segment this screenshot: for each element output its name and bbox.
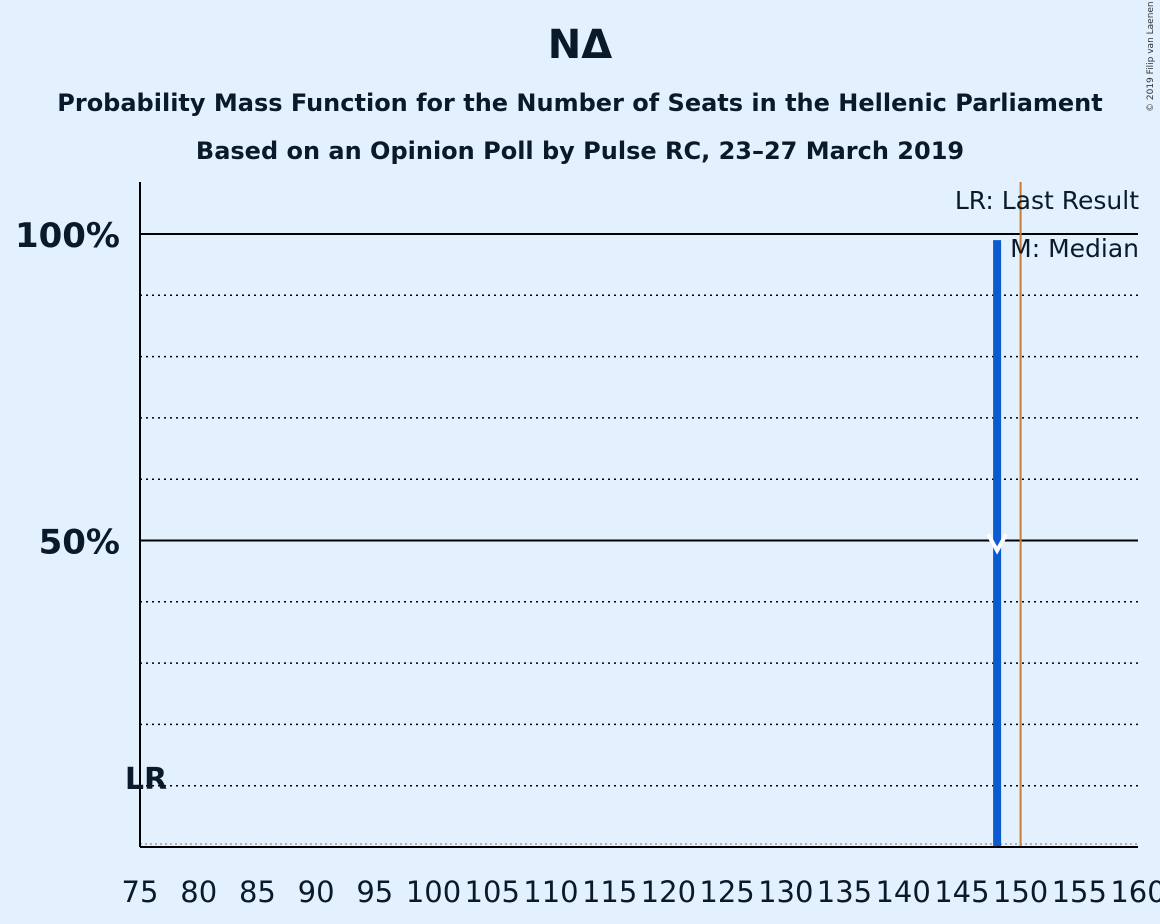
seat-bar — [993, 240, 1002, 847]
x-tick-label: 130 — [758, 875, 813, 909]
lr-label: LR — [125, 762, 167, 797]
chart-subtitle-poll: Based on an Opinion Poll by Pulse RC, 23… — [195, 137, 965, 165]
y-tick-label: 100% — [15, 216, 120, 256]
x-tick-label: 90 — [298, 875, 335, 909]
x-tick-label: 155 — [1052, 875, 1107, 909]
x-tick-label: 115 — [582, 875, 637, 909]
x-tick-label: 85 — [239, 875, 276, 909]
x-tick-label: 125 — [699, 875, 754, 909]
x-tick-label: 145 — [934, 875, 989, 909]
x-tick-label: 120 — [641, 875, 696, 909]
x-tick-label: 110 — [523, 875, 578, 909]
legend-entry: M: Median — [1010, 234, 1139, 263]
x-tick-label: 135 — [817, 875, 872, 909]
legend-entry: LR: Last Result — [955, 186, 1139, 215]
x-tick-label: 75 — [122, 875, 159, 909]
x-tick-label: 80 — [180, 875, 217, 909]
chart-subtitle: Probability Mass Function for the Number… — [57, 89, 1103, 117]
x-tick-label: 95 — [356, 875, 393, 909]
x-tick-label: 160 — [1110, 875, 1160, 909]
chart-title: NΔ — [547, 22, 613, 68]
x-tick-label: 105 — [465, 875, 520, 909]
y-tick-label: 50% — [39, 523, 120, 563]
x-tick-label: 140 — [875, 875, 930, 909]
x-tick-label: 150 — [993, 875, 1048, 909]
median-marker — [986, 533, 1008, 555]
x-tick-label: 100 — [406, 875, 461, 909]
